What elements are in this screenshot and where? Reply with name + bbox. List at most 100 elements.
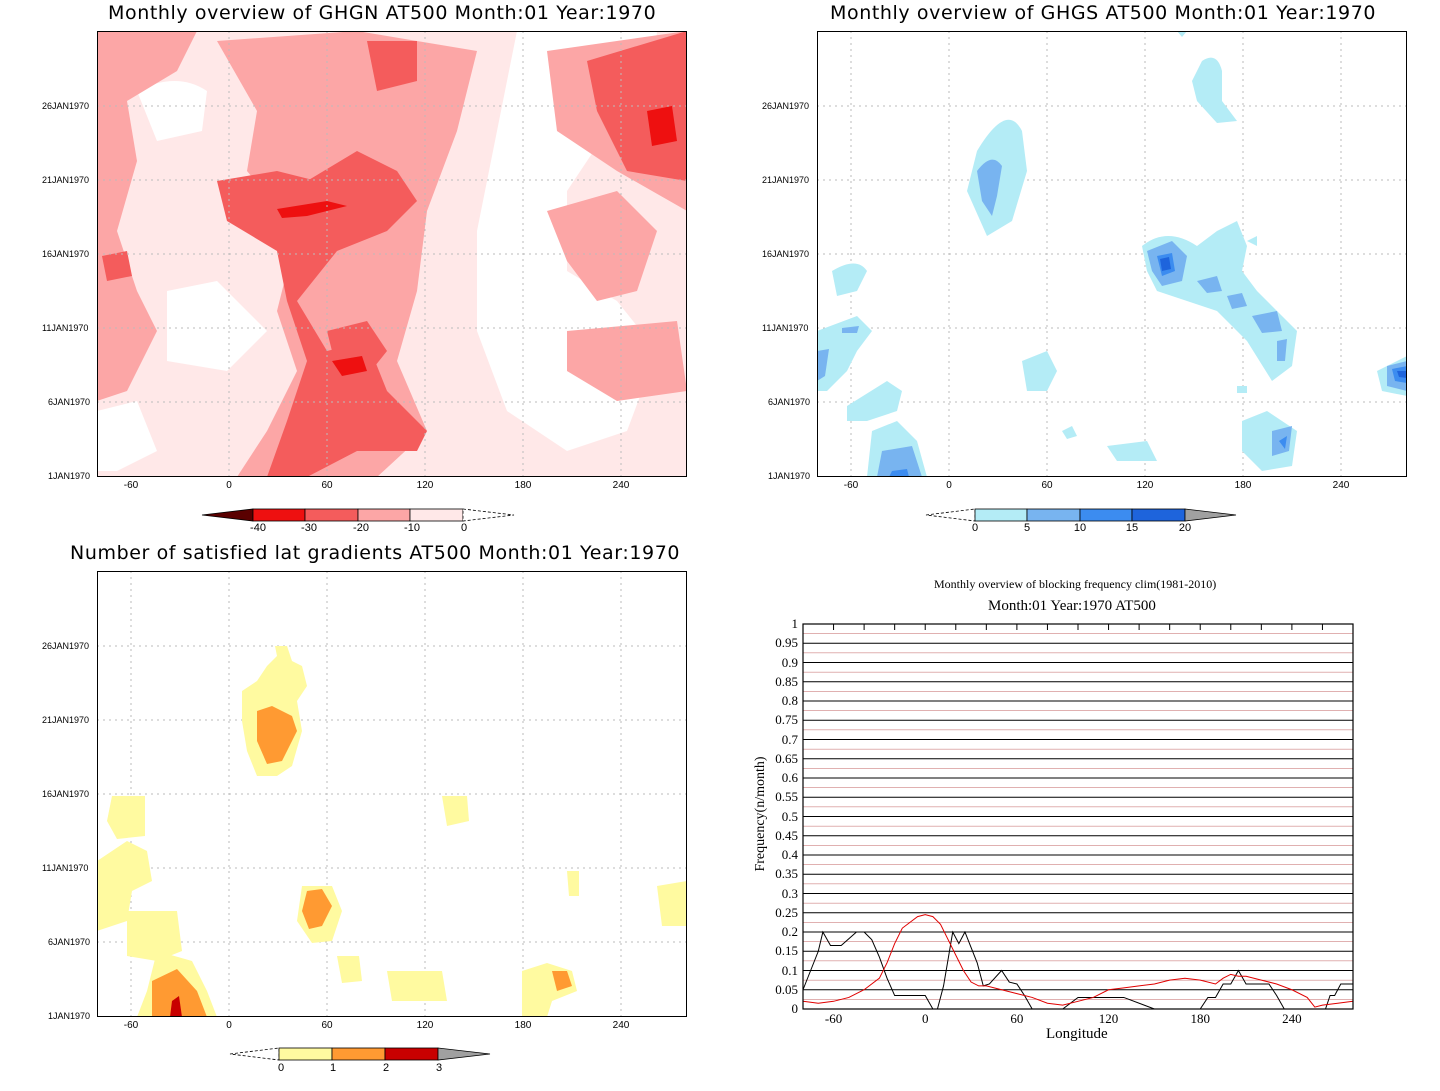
freq-xlabel: Longitude bbox=[1046, 1026, 1108, 1042]
ghgn-level-minus20-minus10 bbox=[566, 320, 686, 401]
ghgs-cbtick: 15 bbox=[1125, 522, 1139, 534]
ghgn-level-minus30-minus20 bbox=[216, 170, 427, 476]
freq-ytick: 0.25 bbox=[775, 904, 798, 920]
ghgs-grid bbox=[818, 32, 1406, 476]
lat-ytick: 16JAN1970 bbox=[42, 789, 90, 799]
freq-ytick: 0.35 bbox=[775, 866, 798, 882]
lat-grid bbox=[98, 572, 686, 1016]
ghgs-colorbar bbox=[925, 508, 1237, 522]
lat-ytick: 21JAN1970 bbox=[42, 715, 90, 725]
freq-ylabel: Frequency(n/month) bbox=[753, 756, 768, 872]
freq-xtick: 0 bbox=[921, 1011, 929, 1026]
freq-ytick: 0.1 bbox=[781, 962, 798, 978]
ghgn-level-minus30-minus20 bbox=[101, 250, 132, 281]
lat-xtick: 240 bbox=[612, 1020, 630, 1031]
ghgn-grid bbox=[98, 32, 686, 476]
freq-ytick: 0.45 bbox=[775, 827, 798, 843]
ghgn-level-minus20-minus10 bbox=[546, 190, 657, 301]
freq-xtick: 120 bbox=[1098, 1011, 1119, 1026]
lat-ytick: 1JAN1970 bbox=[48, 1011, 91, 1021]
ghgn-cbtick: -30 bbox=[301, 522, 317, 534]
lat-ytick: 6JAN1970 bbox=[48, 937, 91, 947]
freq-series bbox=[802, 914, 1354, 1010]
ghgn-level-minus30-minus20 bbox=[366, 40, 417, 91]
freq-ytick: 0.4 bbox=[781, 847, 798, 862]
lat-xtick: 60 bbox=[321, 1020, 333, 1031]
ghgn-above-zero-area bbox=[136, 80, 207, 141]
ghgn-xtick: 60 bbox=[321, 480, 333, 491]
freq-ytick: 0.75 bbox=[775, 712, 798, 728]
freq-ytick: 0.15 bbox=[775, 943, 798, 959]
ghgs-level-15to20 bbox=[1159, 256, 1406, 378]
ghgs-level-5to10 bbox=[818, 159, 1406, 476]
freq-frame bbox=[802, 623, 1354, 1010]
ghgs-xtick: -60 bbox=[843, 480, 859, 491]
lat-cbtick: 3 bbox=[435, 1062, 443, 1074]
freq-xtick: 180 bbox=[1190, 1011, 1210, 1026]
ghgs-contour-map bbox=[818, 32, 1406, 476]
ghgn-level-minus30-minus20 bbox=[306, 150, 417, 231]
ghgn-ytick: 6JAN1970 bbox=[48, 397, 91, 407]
freq-xtick: -60 bbox=[824, 1011, 843, 1026]
freq-ytick: 0.9 bbox=[781, 654, 798, 670]
lat-level-2to3 bbox=[169, 995, 182, 1016]
ghgs-cbtick: 10 bbox=[1073, 522, 1087, 534]
freq-xtick: 240 bbox=[1282, 1011, 1302, 1026]
ghgn-ytick: 1JAN1970 bbox=[48, 471, 91, 481]
ghgs-xtick: 180 bbox=[1234, 480, 1252, 491]
ghgn-ytick: 21JAN1970 bbox=[42, 175, 90, 185]
freq-ytick: 0.8 bbox=[781, 693, 798, 708]
ghgn-cbtick: -40 bbox=[250, 522, 266, 534]
freq-ytick: 0.55 bbox=[775, 789, 798, 805]
freq-ytick: 1 bbox=[791, 616, 799, 631]
freq-ytick: 0.6 bbox=[781, 770, 798, 785]
freq-ytick: 0.3 bbox=[781, 885, 798, 901]
ghgn-level-minus40-minus30 bbox=[276, 200, 347, 218]
ghgn-cbtick: -10 bbox=[404, 522, 420, 534]
ghgn-level-minus20-minus10 bbox=[216, 32, 477, 476]
lat-xtick: -60 bbox=[123, 1020, 139, 1031]
lat-title: Number of satisfied lat gradients AT500 … bbox=[70, 542, 681, 564]
ghgs-xtick: 0 bbox=[946, 480, 952, 491]
ghgn-xtick: -60 bbox=[123, 480, 139, 491]
ghgs-xtick: 120 bbox=[1136, 480, 1154, 491]
ghgs-ytick: 21JAN1970 bbox=[762, 175, 810, 185]
ghgn-contour-map bbox=[98, 32, 686, 476]
ghgn-level-minus20-minus10 bbox=[98, 32, 196, 400]
ghgn-cbtick: -20 bbox=[353, 522, 369, 534]
freq-ytick: 0.85 bbox=[775, 673, 798, 689]
freq-ytick: 0.2 bbox=[781, 924, 798, 939]
freq-title: Month:01 Year:1970 AT500 bbox=[988, 598, 1156, 614]
lat-ytick: 11JAN1970 bbox=[42, 863, 89, 873]
ghgs-plot-area bbox=[817, 31, 1407, 477]
lat-level-0to1 bbox=[98, 645, 686, 1016]
ghgs-xtick: 240 bbox=[1332, 480, 1350, 491]
ghgn-colorbar bbox=[201, 508, 515, 522]
ghgs-ytick: 26JAN1970 bbox=[762, 101, 810, 111]
freq-series-red-line bbox=[802, 914, 1354, 1008]
freq-ytick: 0.95 bbox=[775, 635, 798, 651]
lat-level-1to2 bbox=[151, 705, 572, 1016]
ghgs-ytick: 11JAN1970 bbox=[762, 323, 809, 333]
ghgs-ytick: 16JAN1970 bbox=[762, 249, 810, 259]
ghgs-title: Monthly overview of GHGS AT500 Month:01 … bbox=[830, 2, 1377, 24]
ghgn-title: Monthly overview of GHGN AT500 Month:01 … bbox=[108, 2, 657, 24]
ghgs-xtick: 60 bbox=[1041, 480, 1053, 491]
ghgn-ytick: 26JAN1970 bbox=[42, 101, 90, 111]
ghgn-above-zero-area bbox=[166, 280, 267, 371]
ghgn-xtick: 120 bbox=[416, 480, 434, 491]
lat-cbtick: 0 bbox=[277, 1062, 285, 1074]
lat-xtick: 120 bbox=[416, 1020, 434, 1031]
ghgn-above-zero-area bbox=[98, 400, 157, 471]
ghgs-cbtick: 5 bbox=[1023, 522, 1031, 534]
lat-cbtick: 2 bbox=[382, 1062, 390, 1074]
ghgn-cbtick: 0 bbox=[460, 522, 468, 534]
freq-ytick: 0.65 bbox=[775, 750, 798, 766]
freq-grid bbox=[803, 623, 1353, 1010]
ghgn-xtick: 180 bbox=[514, 480, 532, 491]
ghgn-ytick: 11JAN1970 bbox=[42, 323, 89, 333]
lat-plot-area bbox=[97, 571, 687, 1017]
freq-ytick: 0.7 bbox=[781, 731, 798, 747]
freq-ytick: 0.05 bbox=[775, 981, 798, 997]
lat-cbtick: 1 bbox=[329, 1062, 337, 1074]
